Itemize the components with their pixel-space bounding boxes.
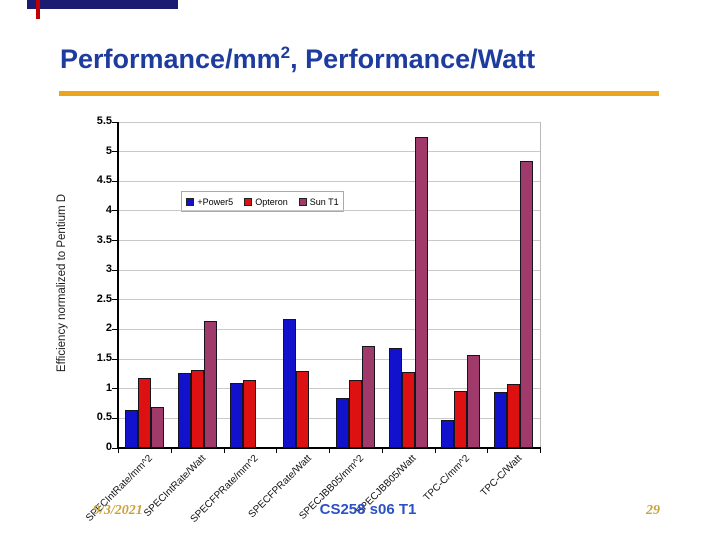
y-axis-tick-label: 4.5: [96, 174, 112, 187]
y-axis-tick: [112, 151, 117, 153]
bar: [507, 383, 521, 448]
y-axis-tick-label: 0.5: [96, 411, 112, 424]
x-axis-tick: [223, 448, 225, 453]
y-gridline: [118, 121, 540, 123]
y-axis-tick: [112, 358, 117, 360]
y-axis-line: [117, 122, 119, 449]
bar: [137, 378, 151, 448]
y-axis-tick: [112, 447, 117, 449]
x-axis-tick: [540, 448, 541, 453]
title-underline: [59, 91, 659, 96]
y-gridline: [118, 417, 540, 419]
y-axis-tick-label: 5: [105, 144, 112, 157]
bar: [388, 348, 402, 448]
y-axis-tick: [112, 210, 117, 212]
footer-date: 9/3/2021: [93, 503, 143, 518]
page-title: Performance/mm2, Performance/Watt: [60, 44, 535, 75]
y-axis-tick-label: 3.5: [96, 233, 112, 246]
bar: [335, 398, 349, 448]
x-axis-category-label: TPC-C/Watt: [367, 453, 525, 499]
y-gridline: [118, 210, 540, 212]
title-superscript: 2: [280, 43, 291, 62]
y-gridline: [118, 358, 540, 360]
y-axis-tick-label: 5.5: [96, 115, 112, 127]
y-gridline: [118, 388, 540, 390]
y-axis-tick-label: 2: [105, 322, 112, 335]
chart-legend: +Power5 Opteron Sun T1: [181, 191, 344, 212]
title-main: Performance/mm: [60, 44, 281, 74]
bar: [441, 419, 455, 448]
footer-page-number: 29: [646, 503, 660, 518]
y-axis-tick-label: 3: [105, 263, 112, 276]
y-axis-tick-label: 2.5: [96, 292, 112, 305]
x-axis-tick: [487, 448, 489, 453]
title-rest: , Performance/Watt: [290, 44, 536, 74]
y-axis-tick-label: 1: [105, 381, 112, 394]
legend-entry: Opteron: [244, 197, 288, 207]
x-axis-tick: [118, 448, 119, 453]
y-axis-tick: [112, 180, 117, 182]
x-axis-tick: [329, 448, 330, 453]
legend-entry: Sun T1: [298, 196, 339, 207]
y-axis-title: Efficiency normalized to Pentium D: [56, 193, 68, 373]
legend-label: Sun T1: [309, 196, 339, 207]
y-gridline: [118, 269, 540, 271]
x-axis-tick: [276, 448, 278, 453]
bar: [467, 354, 481, 448]
slide-ornament-tick: [36, 0, 40, 19]
y-axis-tick-label: 4: [105, 203, 112, 216]
legend-swatch-icon: [244, 197, 253, 206]
x-axis-tick: [170, 448, 172, 453]
bar: [361, 346, 375, 448]
x-axis-tick: [381, 448, 383, 453]
footer-course-label: CS258 s06 T1: [319, 501, 417, 518]
bar: [494, 392, 508, 448]
legend-swatch-icon: [298, 197, 307, 206]
bar: [190, 369, 204, 448]
y-axis-tick: [112, 121, 117, 123]
legend-entry: +Power5: [186, 197, 233, 207]
bar: [283, 318, 297, 448]
slide-ornament-bar: [27, 0, 178, 9]
y-axis-tick: [112, 299, 117, 301]
y-axis-tick: [112, 240, 117, 242]
bar: [296, 370, 310, 448]
bar: [348, 380, 362, 448]
legend-label: Opteron: [255, 196, 288, 207]
y-gridline: [118, 151, 540, 153]
x-axis-category-label-text: TPC-C/Watt: [478, 453, 525, 499]
y-gridline: [118, 328, 540, 330]
bar: [454, 391, 468, 448]
y-axis-tick: [112, 269, 117, 271]
legend-swatch-icon: [186, 197, 195, 206]
x-axis-tick: [434, 448, 436, 453]
y-axis-tick-label: 0: [105, 441, 112, 453]
y-gridline: [118, 180, 540, 182]
y-gridline: [118, 299, 540, 301]
y-gridline: [118, 240, 540, 242]
y-axis-tick: [112, 417, 117, 419]
bar: [401, 372, 415, 448]
y-axis-tick-label: 1.5: [96, 352, 112, 365]
bar: [414, 136, 428, 448]
legend-label: +Power5: [197, 196, 234, 207]
bar: [124, 410, 138, 448]
y-axis-tick: [112, 328, 117, 330]
bar: [150, 406, 164, 448]
bar: [203, 320, 217, 448]
bar: [520, 160, 534, 448]
y-axis-tick: [112, 388, 117, 390]
bar: [243, 380, 257, 448]
bar: [230, 382, 244, 448]
bar: [177, 372, 191, 448]
